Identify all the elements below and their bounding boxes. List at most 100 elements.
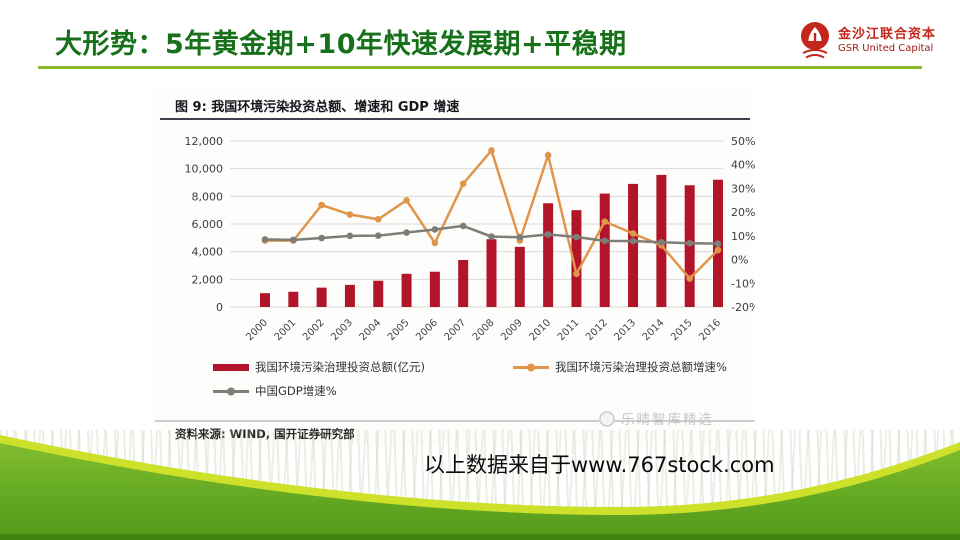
left-axis-tick: 12,000 <box>185 135 224 148</box>
x-axis-tick: 2005 <box>386 317 412 343</box>
left-axis-tick: 0 <box>216 301 223 314</box>
left-axis-tick: 8,000 <box>192 190 224 203</box>
bar-2012 <box>599 193 610 307</box>
marker-2011 <box>573 270 580 278</box>
slide-title: 大形势：5年黄金期+10年快速发展期+平稳期 <box>55 29 627 60</box>
right-axis-tick: -10% <box>731 277 755 290</box>
x-axis-tick: 2007 <box>443 317 469 343</box>
bar-2008 <box>486 239 497 307</box>
legend-marker <box>227 387 235 396</box>
bar-2000 <box>260 293 270 307</box>
marker-2013 <box>629 230 637 237</box>
marker-2009 <box>516 233 524 241</box>
marker-2011 <box>573 233 580 241</box>
bar-2011 <box>571 210 582 307</box>
marker-2004 <box>374 232 382 239</box>
x-axis-tick: 2004 <box>358 317 384 343</box>
left-axis-tick: 2,000 <box>192 273 224 286</box>
x-axis-tick: 2012 <box>584 317 610 343</box>
x-axis-tick: 2015 <box>669 317 695 343</box>
marker-2015 <box>686 239 693 247</box>
bar-2005 <box>401 273 412 307</box>
combo-chart-svg: 图 9: 我国环境污染投资总额、增速和 GDP 增速 0 2,000 4,000 6,0… <box>155 99 755 441</box>
right-axis-tick: 40% <box>731 159 755 172</box>
marker-2005 <box>403 196 410 204</box>
left-axis-tick: 10,000 <box>185 163 224 176</box>
marker-2001 <box>290 236 297 244</box>
marker-2016 <box>714 246 722 254</box>
figure-title: 图 9: 我国环境污染投资总额、增速和 GDP 增速 <box>175 99 459 115</box>
bar-2004 <box>373 280 384 307</box>
right-axis-tick: 10% <box>731 230 755 243</box>
right-axis-tick: 0% <box>731 254 748 267</box>
watermark-icon <box>599 411 615 427</box>
marker-2013 <box>629 237 637 245</box>
marker-2007 <box>459 180 467 187</box>
legend-swatch <box>213 364 249 371</box>
bar-2002 <box>316 287 327 307</box>
marker-2008 <box>488 147 495 154</box>
bar-2001 <box>288 291 299 307</box>
marker-2010 <box>544 231 552 238</box>
marker-2004 <box>374 215 382 223</box>
bar-2010 <box>543 203 554 307</box>
x-axis-tick: 2011 <box>556 317 582 343</box>
footer-swoosh <box>0 435 960 540</box>
x-axis-tick: 2000 <box>244 317 270 343</box>
marker-2016 <box>714 240 722 247</box>
x-axis-tick: 2010 <box>527 317 553 343</box>
right-axis-tick: 50% <box>731 135 755 148</box>
x-axis-tick: 2016 <box>697 317 723 343</box>
logo-name: 金沙江联合资本 <box>838 26 937 42</box>
marker-2012 <box>601 218 609 225</box>
bar-2013 <box>628 183 639 307</box>
marker-2005 <box>403 229 410 236</box>
footer-dark-strip <box>0 534 960 540</box>
bar-2009 <box>514 246 525 307</box>
bar-2006 <box>429 271 440 307</box>
data-source-note: 以上数据来自于www.767stock.com <box>424 453 775 477</box>
marker-2012 <box>601 237 609 245</box>
footer-green-band <box>0 443 960 540</box>
x-axis-tick: 2008 <box>471 317 497 343</box>
x-axis-tick: 2001 <box>273 317 299 343</box>
marker-2007 <box>459 222 467 230</box>
left-axis-tick: 6,000 <box>192 218 224 231</box>
marker-2002 <box>318 201 325 209</box>
legend-marker <box>527 363 535 372</box>
marker-2003 <box>346 211 354 218</box>
bar-2003 <box>344 284 355 307</box>
right-axis-tick: 30% <box>731 182 755 195</box>
x-axis-tick: 2006 <box>414 317 440 343</box>
x-axis-tick: 2014 <box>641 317 667 343</box>
marker-2003 <box>346 232 354 240</box>
company-logo: 金沙江联合资本 GSR United Capital <box>798 21 936 61</box>
marker-2008 <box>488 233 495 240</box>
legend-label: 我国环境污染治理投资总额增速% <box>555 360 727 374</box>
left-axis-tick: 4,000 <box>192 246 224 259</box>
marker-2014 <box>658 238 665 246</box>
right-axis-tick: -20% <box>731 301 755 314</box>
x-axis-tick: 2009 <box>499 317 525 343</box>
figure-source: 资料来源: WIND, 国开证券研究部 <box>175 427 355 441</box>
x-axis-tick: 2002 <box>301 317 327 343</box>
legend-label: 中国GDP增速% <box>255 384 337 398</box>
marker-2002 <box>318 234 325 242</box>
right-axis-tick: 20% <box>731 206 755 219</box>
gsr-logo-icon <box>801 22 829 59</box>
x-axis-tick: 2003 <box>329 317 355 343</box>
bar-2007 <box>458 259 469 307</box>
watermark-text: 乐晴智库精选 <box>621 412 714 428</box>
marker-2015 <box>686 275 693 282</box>
marker-2010 <box>544 151 552 159</box>
marker-2000 <box>261 236 269 243</box>
marker-2006 <box>431 226 439 233</box>
logo-text: 金沙江联合资本 GSR United Capital <box>838 26 937 54</box>
marker-2006 <box>431 239 439 247</box>
title-underline <box>38 66 922 69</box>
logo-subtitle: GSR United Capital <box>838 42 934 54</box>
figure-9-chart: 图 9: 我国环境污染投资总额、增速和 GDP 增速 0 2,000 4,000 6,0… <box>155 88 755 445</box>
legend-label: 我国环境污染治理投资总额(亿元) <box>255 360 425 374</box>
x-axis-tick: 2013 <box>612 317 638 343</box>
